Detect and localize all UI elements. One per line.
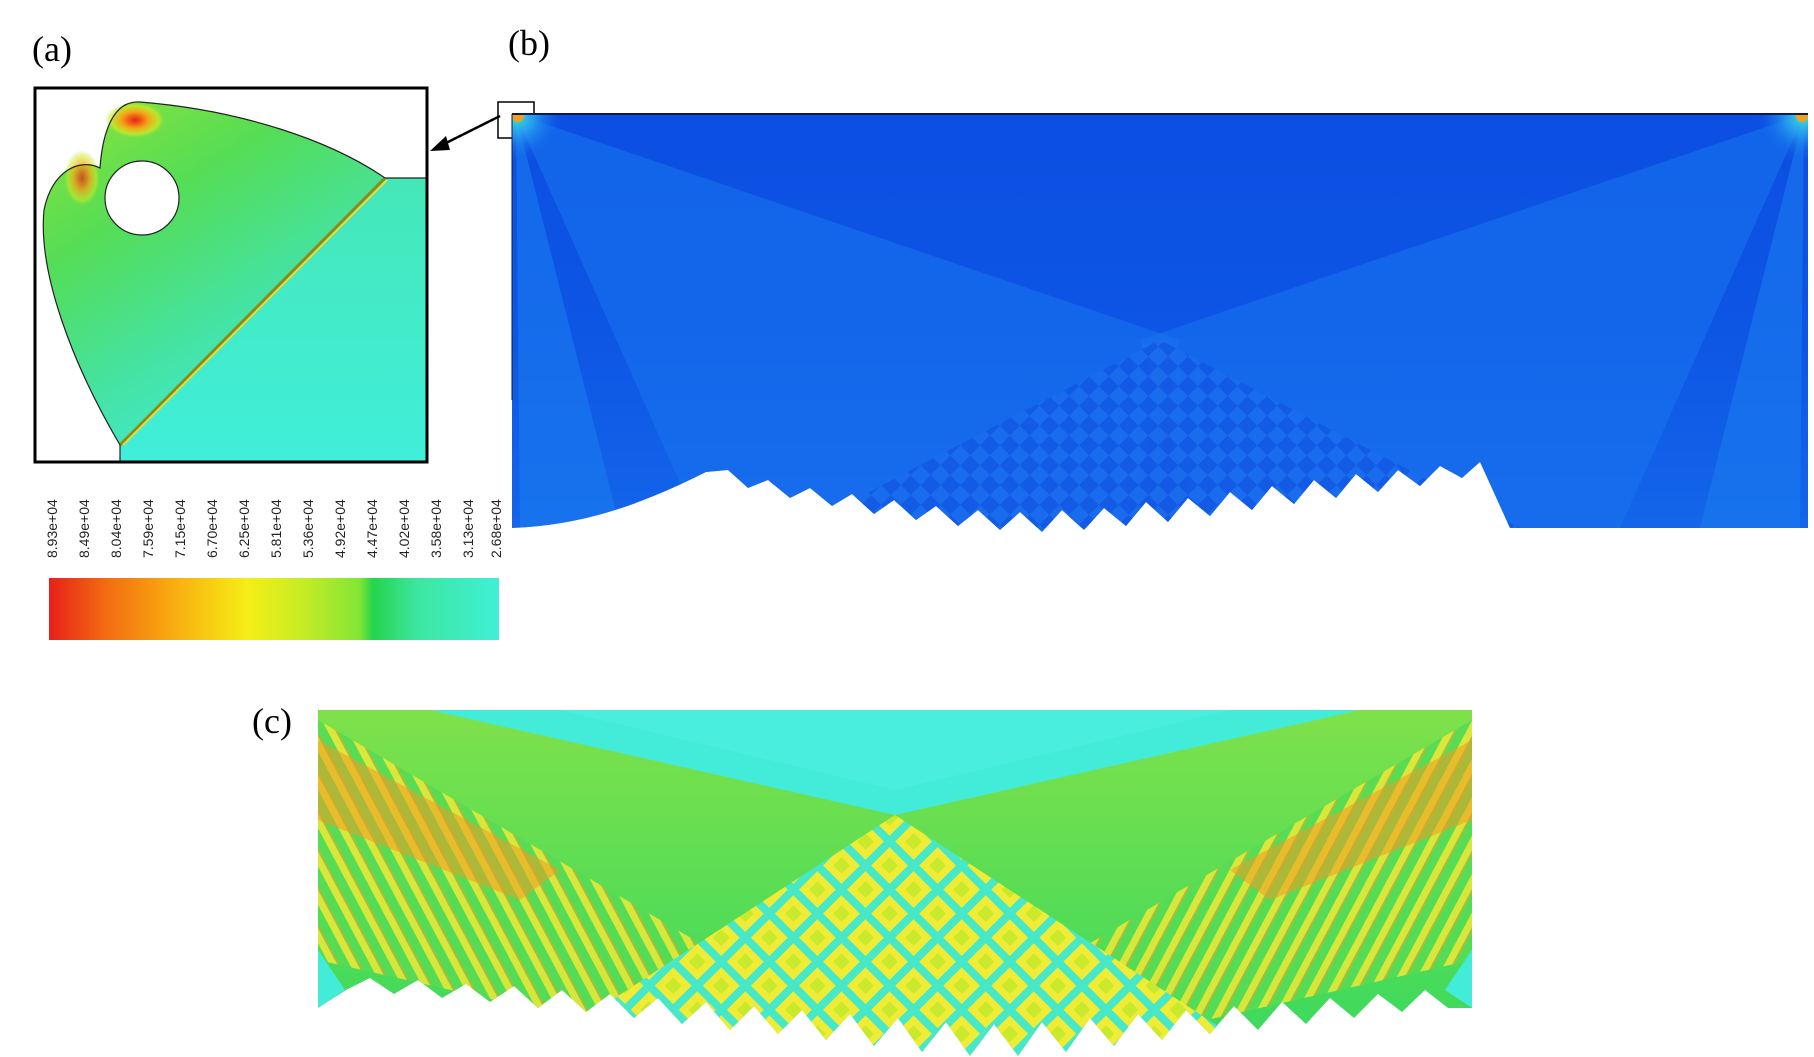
colorbar-tick: 3.58e+04: [428, 499, 444, 558]
colorbar: [49, 578, 499, 640]
colorbar-tick: 8.49e+04: [76, 499, 92, 558]
panel-c-contour-detail: [318, 710, 1472, 1056]
colorbar-tick: 3.13e+04: [460, 499, 476, 558]
colorbar-tick: 4.47e+04: [364, 499, 380, 558]
panel-a-zoom-inset: [33, 86, 429, 464]
colorbar-tick: 4.92e+04: [332, 499, 348, 558]
colorbar-tick: 8.93e+04: [44, 499, 60, 558]
colorbar-tick: 6.70e+04: [204, 499, 220, 558]
colorbar-tick: 4.02e+04: [396, 499, 412, 558]
panel-label-c: (c): [252, 701, 292, 741]
colorbar-tick: 8.04e+04: [108, 499, 124, 558]
colorbar-tick: 7.15e+04: [172, 499, 188, 558]
colorbar-gradient: [49, 578, 499, 640]
panel-label-b: (b): [508, 23, 550, 63]
colorbar-tick: 6.25e+04: [236, 499, 252, 558]
colorbar-tick: 7.59e+04: [140, 499, 156, 558]
panel-label-a: (a): [32, 29, 72, 69]
panel-b-full-domain: [511, 113, 1808, 532]
colorbar-tick: 5.81e+04: [268, 499, 284, 558]
colorbar-tick: 2.68e+04: [488, 499, 504, 558]
colorbar-tick: 5.36e+04: [300, 499, 316, 558]
